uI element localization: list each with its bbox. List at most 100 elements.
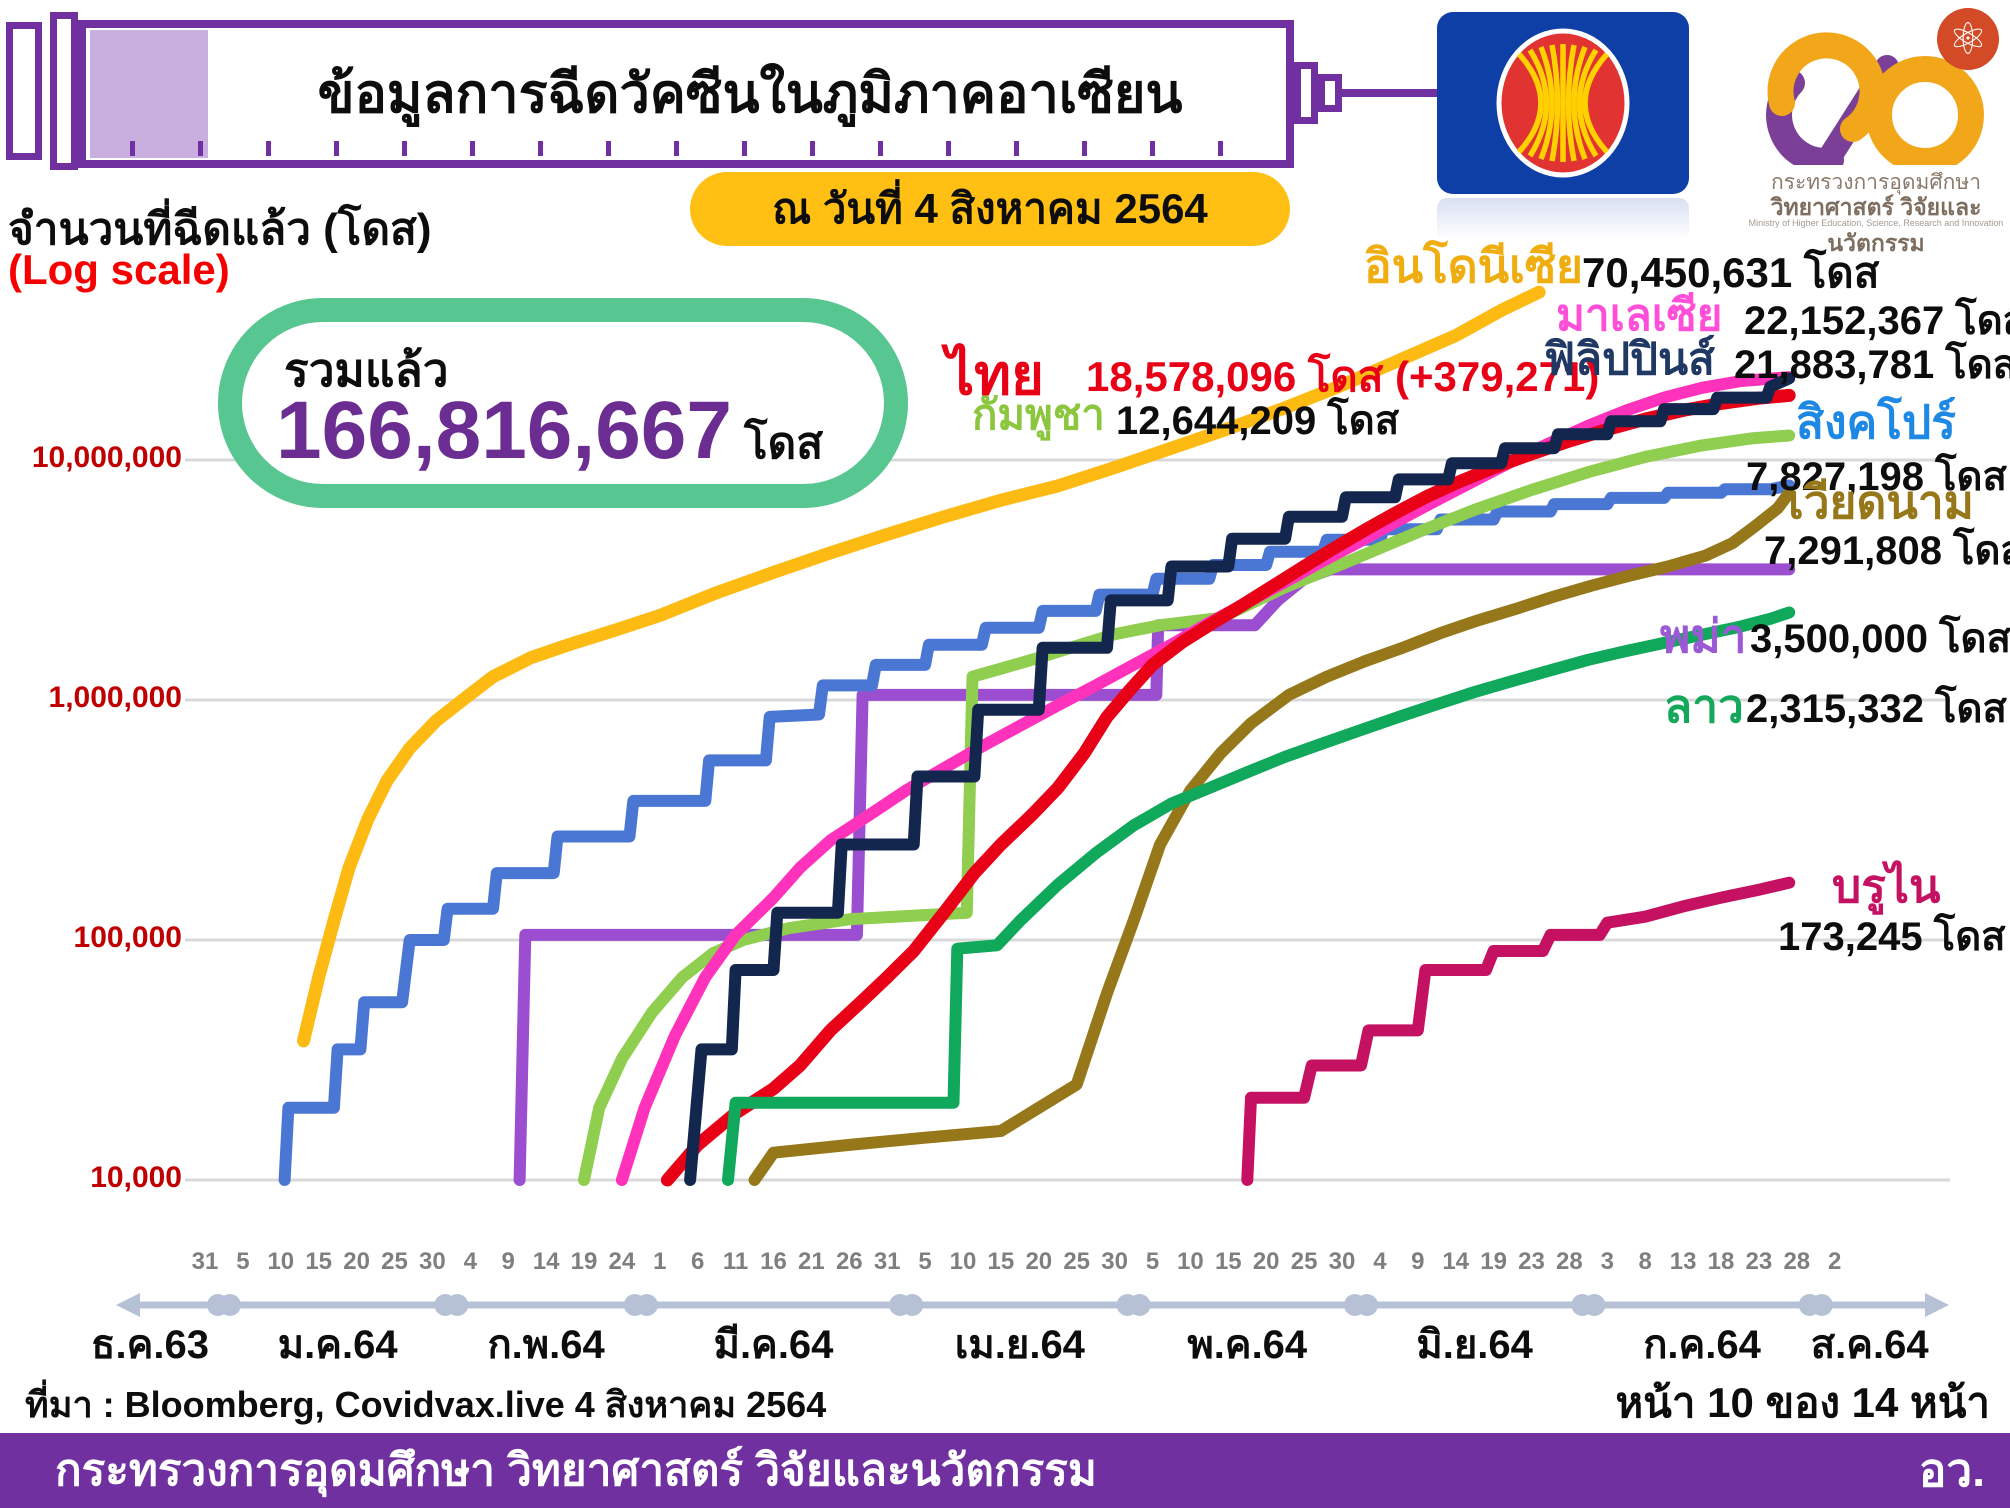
x-day-tick: 25 bbox=[1290, 1248, 1318, 1275]
x-day-tick: 6 bbox=[691, 1248, 705, 1275]
legend-name-vietnam: เวียดนาม bbox=[1788, 476, 1974, 528]
axis-bead-icon bbox=[1810, 1294, 1833, 1316]
x-day-tick: 30 bbox=[419, 1248, 446, 1275]
syringe-fill-icon bbox=[90, 30, 208, 158]
x-day-tick: 20 bbox=[1252, 1248, 1280, 1275]
series-line-laos bbox=[722, 606, 1796, 1186]
x-day-tick: 16 bbox=[760, 1248, 787, 1275]
x-month-label: ส.ค.64 bbox=[1810, 1323, 1929, 1367]
x-month-label: ก.พ.64 bbox=[487, 1323, 605, 1367]
legend-value-indonesia: 70,450,631 โดส bbox=[1582, 249, 1880, 296]
syringe-tick bbox=[402, 141, 407, 156]
legend-value-singapore: 7,827,198 โดส bbox=[1746, 455, 2007, 499]
axis-bead-icon bbox=[1355, 1294, 1378, 1316]
flag-reflection bbox=[1437, 198, 1689, 240]
axis-arrow-left-icon bbox=[116, 1293, 140, 1317]
x-day-tick: 5 bbox=[918, 1248, 932, 1275]
total-doses-value: 166,816,667 bbox=[276, 385, 733, 476]
legend-name-malaysia: มาเลเซีย bbox=[1556, 291, 1723, 340]
series-line-vietnam bbox=[748, 486, 1796, 1186]
legend-value-thailand: 18,578,096 โดส (+379,271) bbox=[1086, 353, 1600, 400]
syringe-tick bbox=[198, 141, 203, 156]
y-axis-log-scale-note: (Log scale) bbox=[8, 246, 230, 293]
syringe-tick bbox=[946, 141, 951, 156]
x-day-tick: 5 bbox=[236, 1248, 250, 1275]
x-month-label: มี.ค.64 bbox=[713, 1323, 834, 1367]
series-line-brunei bbox=[1241, 876, 1796, 1186]
y-tick-label: 10,000,000 bbox=[31, 441, 182, 474]
syringe-tick bbox=[266, 141, 271, 156]
x-day-tick: 23 bbox=[1518, 1248, 1545, 1275]
syringe-tick bbox=[742, 141, 747, 156]
legend-name-myanmar: พม่า bbox=[1660, 610, 1747, 662]
axis-bead-icon bbox=[446, 1294, 469, 1316]
syringe-tick bbox=[1014, 141, 1019, 156]
syringe-plunger-rod-icon bbox=[6, 22, 42, 160]
syringe-tick bbox=[674, 141, 679, 156]
legend-value-malaysia: 22,152,367 โดส bbox=[1744, 299, 2010, 343]
x-day-tick: 4 bbox=[1373, 1248, 1387, 1275]
x-day-tick: 25 bbox=[1063, 1248, 1091, 1275]
legend-name-cambodia: กัมพูชา bbox=[972, 391, 1105, 438]
x-day-tick: 1 bbox=[653, 1248, 667, 1275]
mhesi-60-logo-icon: ⚛ bbox=[1766, 8, 1999, 165]
x-day-tick: 20 bbox=[1025, 1248, 1053, 1275]
syringe-tick bbox=[1150, 141, 1155, 156]
x-day-tick: 15 bbox=[1214, 1248, 1242, 1275]
legend-value-philippines: 21,883,781 โดส bbox=[1734, 343, 2010, 387]
x-day-tick: 9 bbox=[1411, 1248, 1425, 1275]
legend-name-philippines: ฟิลิปปินส์ bbox=[1544, 335, 1715, 384]
legend-value-brunei: 173,245 โดส bbox=[1778, 915, 2006, 959]
series-line-thailand bbox=[660, 388, 1796, 1187]
series-line-philippines bbox=[684, 372, 1796, 1186]
footer-bar: กระทรวงการอุดมศึกษา วิทยาศาสตร์ วิจัยและ… bbox=[0, 1433, 2010, 1508]
x-day-tick: 28 bbox=[1556, 1248, 1583, 1275]
x-day-tick: 11 bbox=[722, 1248, 749, 1275]
legend-value-laos: 2,315,332 โดส bbox=[1746, 687, 2007, 731]
y-axis-title: จำนวนที่ฉีดแล้ว (โดส) bbox=[8, 205, 432, 254]
y-tick-label: 10,000 bbox=[90, 1161, 182, 1194]
x-day-tick: 19 bbox=[570, 1248, 598, 1275]
legend-value-myanmar: 3,500,000 โดส bbox=[1750, 617, 2010, 661]
asean-flag-icon bbox=[1437, 12, 1689, 194]
syringe-tick bbox=[1082, 141, 1087, 156]
syringe-plunger-head-icon bbox=[50, 12, 78, 170]
x-day-tick: 10 bbox=[267, 1248, 295, 1275]
legend-name-laos: ลาว bbox=[1664, 680, 1744, 732]
x-day-tick: 2 bbox=[1828, 1248, 1842, 1275]
legend-name-thailand: ไทย bbox=[946, 343, 1044, 406]
x-day-tick: 26 bbox=[835, 1248, 863, 1275]
page-title: ข้อมูลการฉีดวัคซีนในภูมิภาคอาเซียน bbox=[317, 64, 1183, 124]
x-day-tick: 10 bbox=[949, 1248, 977, 1275]
ministry-name-line1: กระทรวงการอุดมศึกษา bbox=[1771, 171, 1981, 194]
x-day-tick: 9 bbox=[501, 1248, 515, 1275]
axis-bead-icon bbox=[1128, 1294, 1151, 1316]
syringe-tick bbox=[878, 141, 883, 156]
x-day-tick: 5 bbox=[1145, 1248, 1160, 1275]
x-day-tick: 14 bbox=[532, 1248, 560, 1275]
axis-bead-icon bbox=[901, 1294, 924, 1316]
x-month-label: ธ.ค.63 bbox=[91, 1323, 209, 1367]
legend-value-vietnam: 7,291,808 โดส bbox=[1764, 529, 2010, 573]
syringe-needle-icon bbox=[1342, 89, 1438, 97]
x-day-tick: 20 bbox=[343, 1248, 370, 1275]
source-citation: ที่มา : Bloomberg, Covidvax.live 4 สิงหา… bbox=[25, 1384, 827, 1425]
x-day-tick: 31 bbox=[191, 1248, 219, 1275]
legend-value-cambodia: 12,644,209 โดส bbox=[1116, 399, 1400, 443]
total-label: รวมแล้ว bbox=[284, 344, 449, 396]
syringe-tick bbox=[334, 141, 339, 156]
axis-bead-icon bbox=[635, 1294, 658, 1316]
legend-name-singapore: สิงคโปร์ bbox=[1796, 396, 1956, 448]
x-day-tick: 15 bbox=[987, 1248, 1015, 1275]
syringe-tick bbox=[810, 141, 815, 156]
asean-paddy-sheaf-icon bbox=[1516, 44, 1610, 162]
x-day-tick: 30 bbox=[1101, 1248, 1128, 1275]
x-day-tick: 24 bbox=[608, 1248, 636, 1275]
x-day-tick: 19 bbox=[1480, 1248, 1507, 1275]
x-day-tick: 31 bbox=[873, 1248, 901, 1275]
x-day-tick: 8 bbox=[1638, 1248, 1652, 1275]
x-day-tick: 30 bbox=[1328, 1248, 1356, 1275]
x-month-label: มิ.ย.64 bbox=[1416, 1323, 1533, 1367]
